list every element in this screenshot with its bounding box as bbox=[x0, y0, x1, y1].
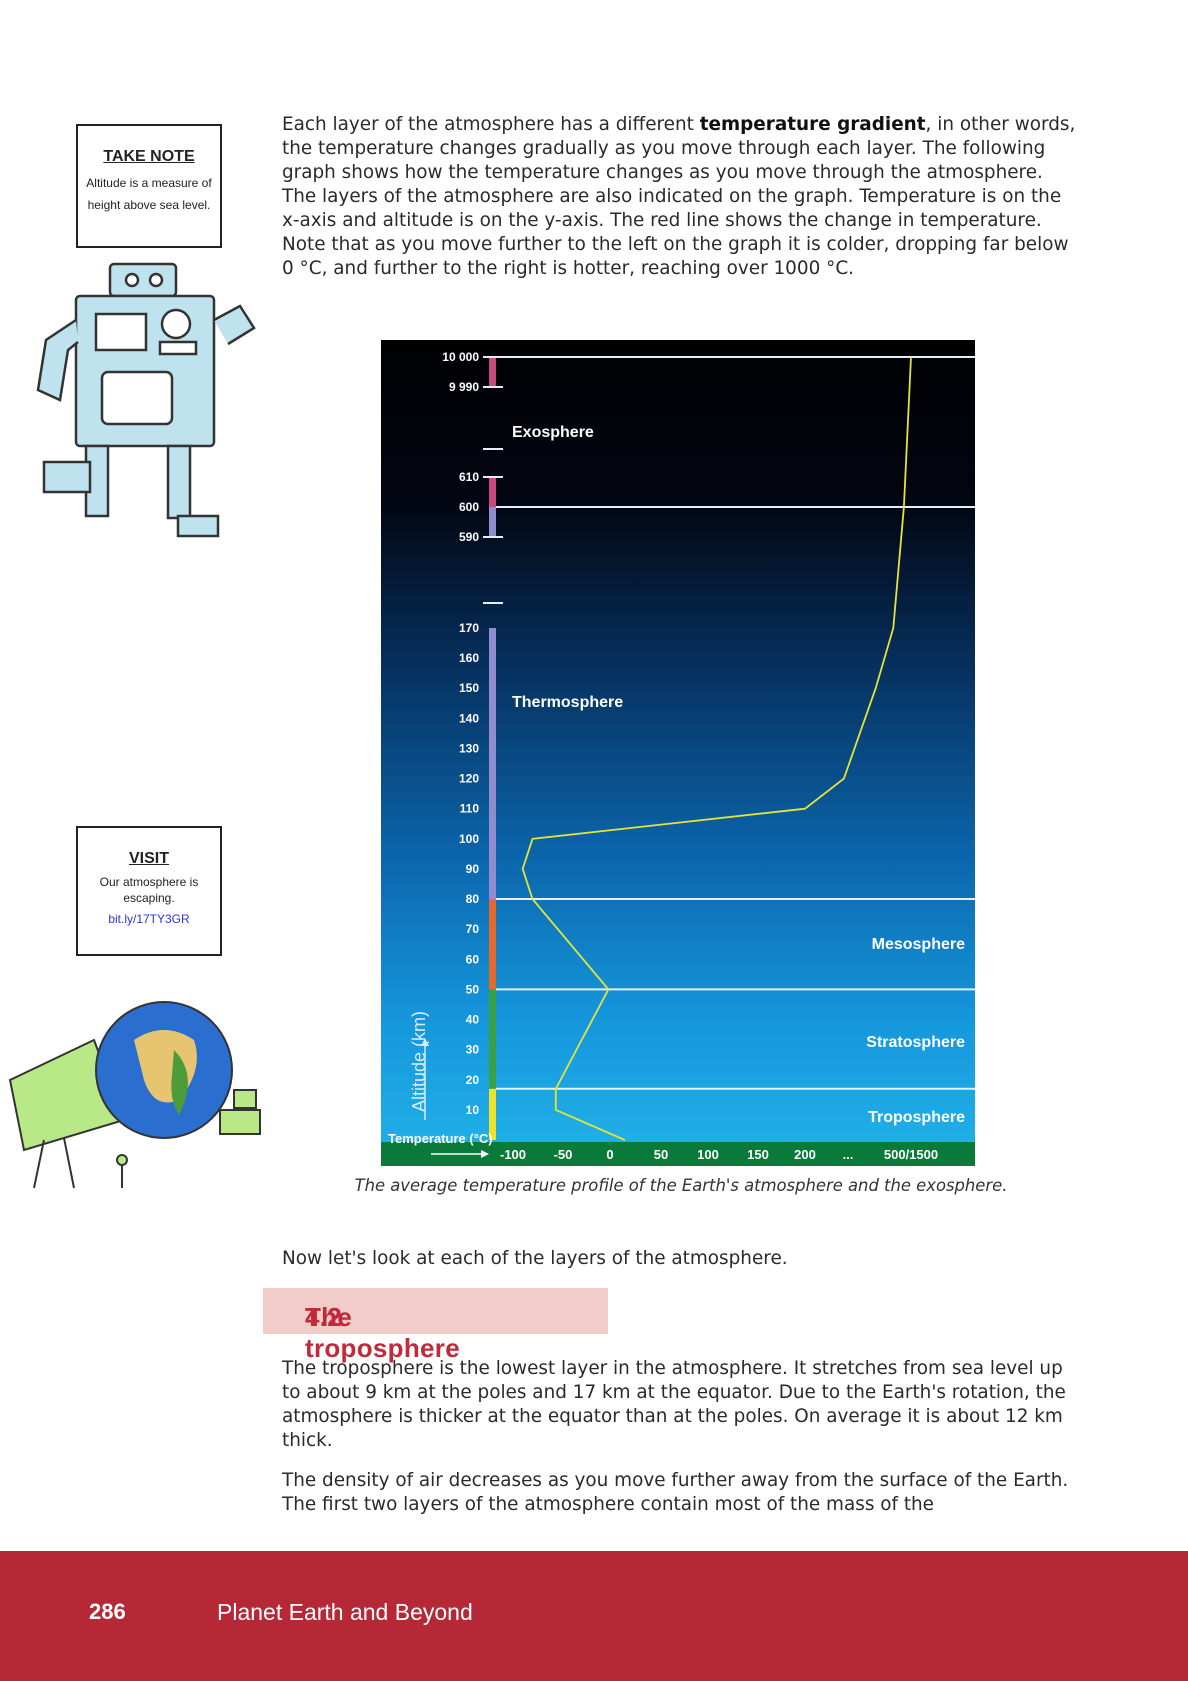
take-note-text: Altitude is a measure of height above se… bbox=[86, 176, 212, 212]
y-tick-label: 110 bbox=[460, 802, 480, 816]
altitude-bar-segment bbox=[489, 899, 496, 990]
robot-illustration bbox=[36, 262, 256, 538]
body-paragraph-2: The density of air decreases as you move… bbox=[282, 1470, 1069, 1515]
transition-text: Now let's look at each of the layers of … bbox=[282, 1248, 788, 1269]
y-tick-label: 40 bbox=[466, 1013, 480, 1027]
x-axis-arrowhead bbox=[481, 1150, 489, 1158]
layer-label: Troposphere bbox=[868, 1109, 965, 1126]
y-axis-label: Altitude (km) bbox=[409, 1011, 429, 1112]
y-tick-label: 9 990 bbox=[449, 380, 479, 394]
y-tick-label: 30 bbox=[466, 1043, 480, 1057]
altitude-bar-segment bbox=[489, 507, 496, 537]
visit-callout: VISIT Our atmosphere is escaping. bit.ly… bbox=[76, 826, 222, 956]
y-tick-label: 120 bbox=[459, 772, 479, 786]
layer-label: Mesosphere bbox=[872, 936, 965, 953]
chart-background bbox=[381, 340, 975, 1166]
take-note-callout: TAKE NOTE Altitude is a measure of heigh… bbox=[76, 124, 222, 248]
x-tick-label: -100 bbox=[500, 1147, 526, 1162]
y-tick-label: 160 bbox=[459, 651, 479, 665]
take-note-title: TAKE NOTE bbox=[103, 148, 195, 165]
x-tick-label: 150 bbox=[747, 1147, 769, 1162]
y-tick-label: 10 bbox=[466, 1103, 480, 1117]
y-axis-arrowhead bbox=[421, 1038, 429, 1046]
book-title: Planet Earth and Beyond bbox=[217, 1599, 473, 1625]
x-tick-label: 100 bbox=[697, 1147, 719, 1162]
y-tick-label: 10 000 bbox=[442, 350, 479, 364]
y-tick-label: 140 bbox=[459, 711, 479, 725]
page-number: 286 bbox=[89, 1599, 126, 1624]
y-tick-label: 80 bbox=[466, 892, 480, 906]
y-tick-label: 600 bbox=[459, 500, 479, 514]
y-tick-label: 50 bbox=[466, 982, 480, 996]
altitude-bar-segment bbox=[489, 989, 496, 1089]
altitude-bar-segment bbox=[489, 477, 496, 507]
y-tick-label: 590 bbox=[459, 530, 479, 544]
intro-text-end: , in other words, the temperature change… bbox=[282, 114, 1076, 279]
section-title: The troposphere bbox=[305, 1302, 460, 1363]
telescope-earth-illustration bbox=[8, 1001, 261, 1189]
y-tick-label: 610 bbox=[459, 470, 479, 484]
y-tick-label: 170 bbox=[459, 621, 479, 635]
layer-label: Stratosphere bbox=[866, 1034, 965, 1051]
y-tick-label: 100 bbox=[459, 832, 479, 846]
x-tick-label: 500/1500 bbox=[884, 1147, 938, 1162]
layer-label: Exosphere bbox=[512, 424, 594, 441]
y-tick-label: 90 bbox=[466, 862, 480, 876]
intro-bold-term: temperature gradient bbox=[699, 114, 926, 135]
altitude-bar-segment bbox=[489, 357, 496, 387]
x-tick-label: 200 bbox=[794, 1147, 816, 1162]
intro-paragraph: Each layer of the atmosphere has a diffe… bbox=[282, 113, 1082, 281]
layer-label: Thermosphere bbox=[512, 694, 623, 711]
altitude-bar-segment bbox=[489, 628, 496, 900]
x-tick-label: ... bbox=[843, 1147, 854, 1162]
y-tick-label: 20 bbox=[466, 1073, 480, 1087]
page-footer: 286 Planet Earth and Beyond bbox=[0, 1551, 1188, 1681]
x-tick-label: -50 bbox=[554, 1147, 573, 1162]
chart-caption: The average temperature profile of the E… bbox=[354, 1176, 1008, 1195]
altitude-bar-segment bbox=[489, 1088, 496, 1140]
visit-text: Our atmosphere is escaping. bbox=[99, 875, 199, 905]
body-paragraph-1: The troposphere is the lowest layer in t… bbox=[282, 1358, 1066, 1451]
temperature-line bbox=[521, 356, 912, 1141]
section-number: 4.2 bbox=[305, 1302, 343, 1332]
intro-text-start: Each layer of the atmosphere has a diffe… bbox=[282, 114, 700, 135]
x-axis-label-line1: Temperature (°C) bbox=[388, 1131, 493, 1146]
y-tick-label: 60 bbox=[466, 952, 480, 966]
visit-title: VISIT bbox=[128, 850, 169, 867]
y-tick-label: 70 bbox=[466, 922, 480, 936]
y-tick-label: 130 bbox=[459, 741, 479, 755]
visit-link[interactable]: bit.ly/17TY3GR bbox=[108, 912, 190, 926]
temperature-altitude-chart: 10 20 30 40 50 60 70 80 90 100 110 120 130 140 150 160 1… bbox=[381, 340, 975, 1166]
x-tick-label: 0 bbox=[606, 1147, 613, 1162]
section-heading: 4.2 The troposphere bbox=[263, 1288, 608, 1363]
x-tick-label: 50 bbox=[654, 1147, 668, 1162]
y-tick-label: 150 bbox=[459, 681, 479, 695]
